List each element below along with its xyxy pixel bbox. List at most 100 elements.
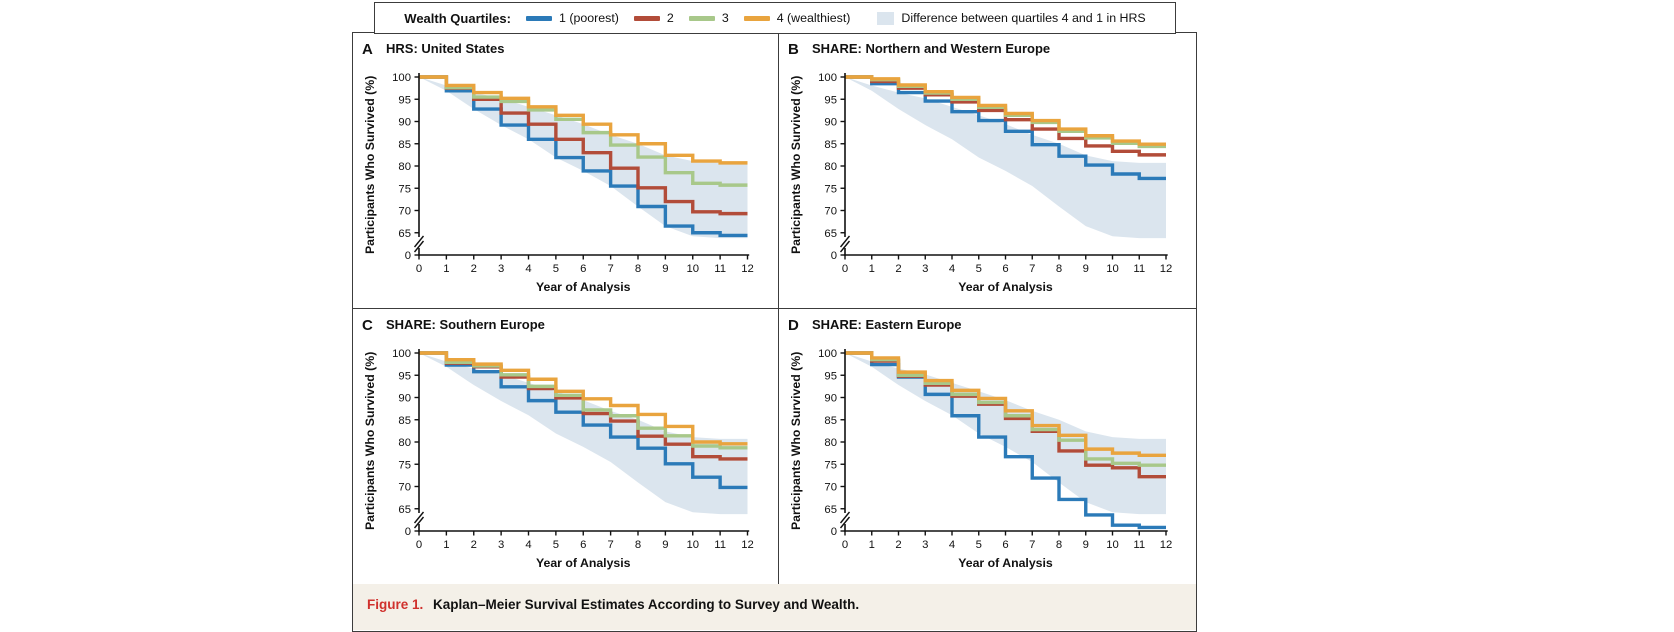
- y-tick-label: 90: [824, 393, 837, 405]
- survival-curve-quartile-4: [419, 351, 748, 446]
- x-tick-label: 0: [416, 539, 422, 551]
- legend-items: 1 (poorest) 2 3 4 (wealthiest) Difference be…: [525, 11, 1146, 25]
- y-tick-label: 70: [824, 206, 837, 218]
- y-tick-label: 0: [831, 250, 837, 262]
- y-tick-label: 95: [824, 370, 837, 382]
- y-axis-title: Participants Who Survived (%): [789, 352, 803, 530]
- legend-line-swatch: [688, 15, 715, 21]
- panel-B-chart: B SHARE: Northern and Western Europe10095…: [788, 41, 1172, 294]
- survival-curve-quartile-3: [419, 75, 748, 187]
- figure-caption-number: Figure 1.: [367, 597, 424, 612]
- x-tick-label: 6: [1002, 539, 1008, 551]
- x-axis-title: Year of Analysis: [536, 280, 631, 294]
- x-tick-label: 4: [949, 263, 955, 275]
- legend-item-quartile-4: 4 (wealthiest): [743, 11, 850, 25]
- y-tick-label: 95: [398, 94, 411, 106]
- x-tick-label: 2: [895, 263, 901, 275]
- y-tick-label: 75: [824, 183, 837, 195]
- figure-1: Wealth Quartiles: 1 (poorest) 2 3 4 (wealth…: [352, 0, 1197, 632]
- x-tick-label: 7: [1029, 539, 1035, 551]
- y-tick-label: 80: [398, 437, 411, 449]
- y-tick-label: 80: [398, 161, 411, 173]
- legend-item-label: Difference between quartiles 4 and 1 in …: [901, 11, 1146, 25]
- figure-caption: Figure 1. Kaplan–Meier Survival Estimate…: [353, 584, 1196, 630]
- x-tick-label: 2: [471, 539, 477, 551]
- x-tick-label: 8: [1056, 539, 1062, 551]
- legend-item-label: 2: [666, 11, 674, 25]
- panel-C: C SHARE: Southern Europe 100 95 90 85 80 75 70 65…: [353, 309, 779, 584]
- x-tick-label: 6: [580, 263, 586, 275]
- panel-letter: A: [362, 41, 373, 58]
- x-tick-label: 4: [949, 539, 955, 551]
- legend-line-swatch: [525, 15, 552, 21]
- y-tick-label: 100: [818, 348, 837, 360]
- panel-title: SHARE: Southern Europe: [386, 317, 545, 332]
- panel-title: SHARE: Northern and Western Europe: [812, 41, 1050, 56]
- y-tick-label: 85: [824, 415, 837, 427]
- y-tick-label: 90: [824, 117, 837, 129]
- panel-B: B SHARE: Northern and Western Europe 100 95…: [779, 33, 1196, 309]
- y-axis-break: [839, 511, 851, 529]
- panel-grid: A HRS: United States 100 95 90 85 80 75 70 65 0 0 1 2…: [353, 33, 1196, 584]
- x-tick-label: 9: [1083, 539, 1089, 551]
- panel-D-chart: D SHARE: Eastern Europe100959085807570650…: [788, 317, 1173, 570]
- x-tick-label: 8: [635, 539, 641, 551]
- legend-item-quartile-1: 1 (poorest): [525, 11, 619, 25]
- x-tick-label: 5: [553, 263, 559, 275]
- y-tick-label: 100: [818, 72, 837, 84]
- x-tick-label: 12: [1160, 539, 1173, 551]
- panel-letter: B: [788, 41, 799, 58]
- y-tick-label: 65: [398, 228, 411, 240]
- y-tick-label: 100: [392, 72, 411, 84]
- x-tick-label: 2: [471, 263, 477, 275]
- survival-curve-quartile-4: [845, 75, 1166, 146]
- x-tick-label: 0: [842, 539, 848, 551]
- x-tick-label: 4: [525, 263, 531, 275]
- x-tick-label: 5: [976, 539, 982, 551]
- x-tick-label: 9: [662, 539, 668, 551]
- y-tick-label: 70: [398, 206, 411, 218]
- legend-item-label: 3: [721, 11, 729, 25]
- y-axis-break: [839, 235, 851, 253]
- y-axis-title: Participants Who Survived (%): [363, 352, 377, 530]
- x-tick-label: 7: [1029, 263, 1035, 275]
- y-axis-title: Participants Who Survived (%): [363, 76, 377, 254]
- x-tick-label: 1: [443, 539, 449, 551]
- x-tick-label: 2: [895, 539, 901, 551]
- survival-curve-quartile-1: [419, 75, 748, 238]
- survival-curve-quartile-4: [419, 75, 748, 165]
- panel-A: A HRS: United States 100 95 90 85 80 75 70 65 0 0 1 2…: [353, 33, 779, 309]
- x-tick-label: 10: [1106, 539, 1119, 551]
- x-tick-label: 3: [922, 263, 928, 275]
- survival-curve-quartile-1: [845, 75, 1166, 181]
- panel-title: HRS: United States: [386, 41, 504, 56]
- y-tick-label: 85: [398, 139, 411, 151]
- x-tick-label: 7: [607, 539, 613, 551]
- x-tick-label: 3: [922, 539, 928, 551]
- legend-item-quartile-2: 2: [633, 11, 674, 25]
- x-tick-label: 10: [1106, 263, 1119, 275]
- legend-line-swatch: [633, 15, 660, 21]
- y-tick-label: 100: [392, 348, 411, 360]
- panel-title: SHARE: Eastern Europe: [812, 317, 962, 332]
- x-tick-label: 7: [607, 263, 613, 275]
- y-tick-label: 75: [824, 459, 837, 471]
- x-tick-label: 8: [635, 263, 641, 275]
- x-tick-label: 9: [662, 263, 668, 275]
- x-tick-label: 11: [1133, 263, 1145, 275]
- y-tick-label: 75: [398, 183, 411, 195]
- x-tick-label: 5: [976, 263, 982, 275]
- y-tick-label: 75: [398, 459, 411, 471]
- y-tick-label: 80: [824, 161, 837, 173]
- y-tick-label: 90: [398, 117, 411, 129]
- x-tick-label: 10: [686, 263, 699, 275]
- y-tick-label: 95: [398, 370, 411, 382]
- x-axis-title: Year of Analysis: [958, 280, 1053, 294]
- y-tick-label: 0: [405, 526, 411, 538]
- x-tick-label: 6: [580, 539, 586, 551]
- x-tick-label: 1: [869, 263, 875, 275]
- legend-title: Wealth Quartiles:: [404, 10, 511, 26]
- x-tick-label: 9: [1083, 263, 1089, 275]
